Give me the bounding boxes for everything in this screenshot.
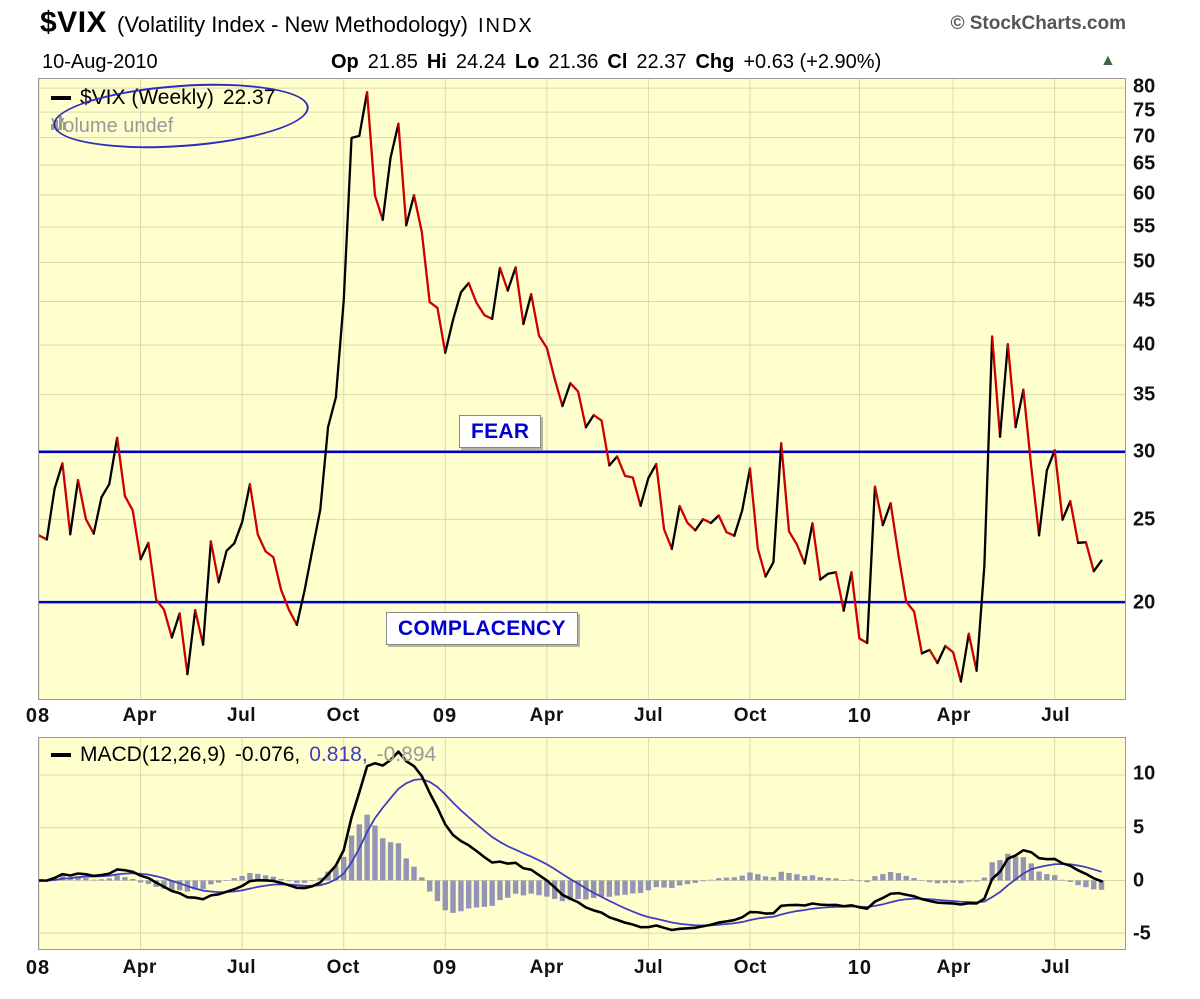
open-value: 21.85 [367,51,418,73]
macd-ytick-label: 10 [1133,762,1156,785]
price-ytick-label: 65 [1133,152,1156,175]
xtick-month-label: Oct [733,957,767,978]
price-ytick-label: 20 [1133,591,1156,614]
macd-value: -0.076, [234,743,301,766]
price-chart-canvas [39,79,1125,699]
macd-xaxis: 08 Apr Jul Oct 09 Apr Jul Oct 10 Apr Jul [26,955,1126,983]
macd-ytick-label: 0 [1133,869,1145,892]
exchange-label: INDX [477,15,534,37]
xtick-year-label: 10 [847,957,872,979]
price-panel: $VIX (Weekly) 22.37 Volume undef FEAR CO… [38,78,1126,700]
macd-histogram-value: -0.894 [376,743,437,766]
macd-panel: MACD(12,26,9) -0.076, 0.818, -0.894 [38,737,1126,950]
macd-ytick-label: 5 [1133,816,1145,839]
fear-threshold-label: FEAR [459,415,542,449]
xtick-month-label: Jul [1041,957,1071,978]
price-ytick-label: 25 [1133,508,1156,531]
xtick-year-label: 08 [25,957,51,979]
xtick-month-label: Oct [326,705,360,726]
price-ytick-label: 55 [1133,215,1156,238]
macd-legend: MACD(12,26,9) -0.076, 0.818, -0.894 [51,743,436,767]
macd-ytick-label: -5 [1133,922,1151,945]
low-label: Lo [514,51,540,73]
xtick-month-label: Jul [227,957,256,978]
price-ytick-label: 70 [1133,125,1156,148]
close-label: Cl [607,51,628,73]
low-value: 21.36 [548,51,599,73]
xtick-month-label: Apr [529,957,564,978]
volume-bars-icon [51,116,66,130]
xtick-year-label: 08 [25,705,51,727]
price-ytick-label: 75 [1133,99,1156,122]
symbol: $VIX [40,6,108,39]
symbol-description: (Volatility Index - New Methodology) [117,12,468,37]
price-ytick-label: 80 [1133,75,1156,98]
xtick-month-label: Oct [733,705,767,726]
stockcharts-credit: © StockCharts.com [950,13,1126,34]
xtick-month-label: Jul [227,705,256,726]
xtick-month-label: Jul [634,957,664,978]
xtick-month-label: Oct [326,957,360,978]
price-ytick-label: 30 [1133,440,1156,463]
macd-chart-canvas [39,738,1125,949]
price-yaxis: 80 75 70 65 60 55 50 45 40 35 30 25 20 [1133,75,1193,700]
xtick-month-label: Apr [529,705,564,726]
quote-line: Op 21.85 Hi 24.24 Lo 21.36 Cl 22.37 Chg … [331,51,881,74]
chart-title: $VIX (Volatility Index - New Methodology… [40,6,534,40]
xtick-month-label: Jul [1041,705,1071,726]
high-value: 24.24 [455,51,506,73]
xtick-year-label: 09 [432,957,458,979]
quote-date: 10-Aug-2010 [42,51,158,73]
price-legend-label: $VIX (Weekly) [80,86,214,109]
price-xaxis: 08 Apr Jul Oct 09 Apr Jul Oct 10 Apr Jul [26,703,1126,731]
xtick-month-label: Apr [122,705,157,726]
price-line-swatch-icon [51,96,71,100]
price-ytick-label: 45 [1133,289,1156,312]
price-legend-value: 22.37 [222,86,276,109]
macd-line-swatch-icon [51,753,71,757]
price-ytick-label: 50 [1133,250,1156,273]
complacency-threshold-label: COMPLACENCY [386,612,578,646]
xtick-year-label: 10 [847,705,872,727]
high-label: Hi [426,51,447,73]
volume-legend: Volume undef [51,115,173,138]
xtick-month-label: Jul [634,705,664,726]
xtick-month-label: Apr [936,957,971,978]
xtick-month-label: Apr [122,957,157,978]
macd-signal-value: 0.818, [309,743,368,766]
volume-legend-label: Volume undef [51,115,174,137]
price-legend: $VIX (Weekly) 22.37 [51,86,275,110]
price-ytick-label: 60 [1133,182,1156,205]
close-value: 22.37 [636,51,687,73]
xtick-year-label: 09 [432,705,458,727]
price-ytick-label: 40 [1133,333,1156,356]
change-up-triangle-icon: ▲ [1100,52,1116,69]
price-ytick-label: 35 [1133,383,1156,406]
change-value: +0.63 (+2.90%) [743,51,882,73]
macd-yaxis: 10 5 0 -5 [1133,737,1193,950]
xtick-month-label: Apr [936,705,971,726]
open-label: Op [331,51,359,73]
change-label: Chg [695,51,735,73]
macd-legend-label: MACD(12,26,9) [80,743,226,766]
